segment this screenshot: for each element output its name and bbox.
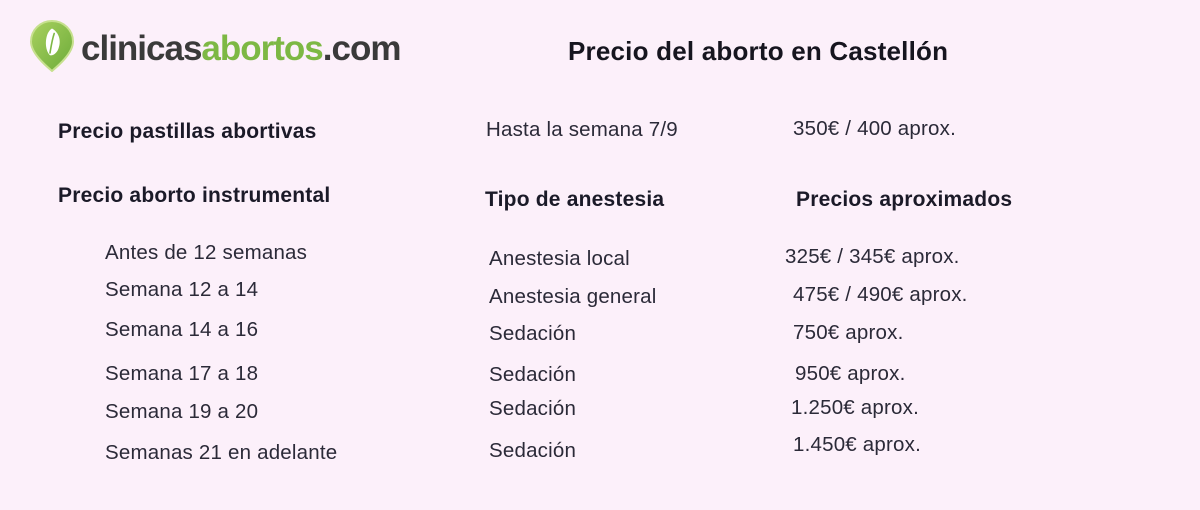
table-cell-week: Semanas 21 en adelante xyxy=(105,441,338,464)
table-cell-anesthesia: Sedación xyxy=(489,439,577,462)
pills-section-heading: Precio pastillas abortivas xyxy=(58,120,317,143)
table-cell-price: 750€ aprox. xyxy=(793,321,904,344)
pills-week-range: Hasta la semana 7/9 xyxy=(486,118,678,141)
column-header-anesthesia: Tipo de anestesia xyxy=(485,188,665,211)
page-title: Precio del aborto en Castellón xyxy=(568,36,949,66)
logo-wordmark: clinicasabortos.com xyxy=(81,24,402,74)
table-cell-week: Semana 12 a 14 xyxy=(105,278,259,301)
logo-suffix: .com xyxy=(322,28,402,68)
table-cell-anesthesia: Anestesia local xyxy=(489,247,630,270)
table-cell-price: 325€ / 345€ aprox. xyxy=(785,245,960,268)
clinicasabortos-logo: clinicasabortos.com xyxy=(29,19,402,77)
table-cell-price: 475€ / 490€ aprox. xyxy=(793,283,968,306)
logo-highlight: abortos xyxy=(201,28,323,68)
table-cell-price: 950€ aprox. xyxy=(795,362,906,385)
table-cell-week: Semana 19 a 20 xyxy=(105,400,259,423)
table-cell-anesthesia: Sedación xyxy=(489,397,577,420)
table-cell-week: Semana 14 a 16 xyxy=(105,318,259,341)
table-cell-anesthesia: Anestesia general xyxy=(489,285,657,308)
table-cell-price: 1.250€ aprox. xyxy=(791,396,919,419)
table-cell-anesthesia: Sedación xyxy=(489,363,577,386)
pills-price: 350€ / 400 aprox. xyxy=(793,117,956,140)
logo-prefix: clinicas xyxy=(81,28,202,68)
table-cell-week: Antes de 12 semanas xyxy=(105,241,308,264)
column-header-prices: Precios aproximados xyxy=(796,188,1013,211)
map-pin-leaf-icon xyxy=(29,19,75,77)
table-cell-week: Semana 17 a 18 xyxy=(105,362,259,385)
table-cell-price: 1.450€ aprox. xyxy=(793,433,921,456)
instrumental-section-heading: Precio aborto instrumental xyxy=(58,184,331,207)
table-cell-anesthesia: Sedación xyxy=(489,322,577,345)
